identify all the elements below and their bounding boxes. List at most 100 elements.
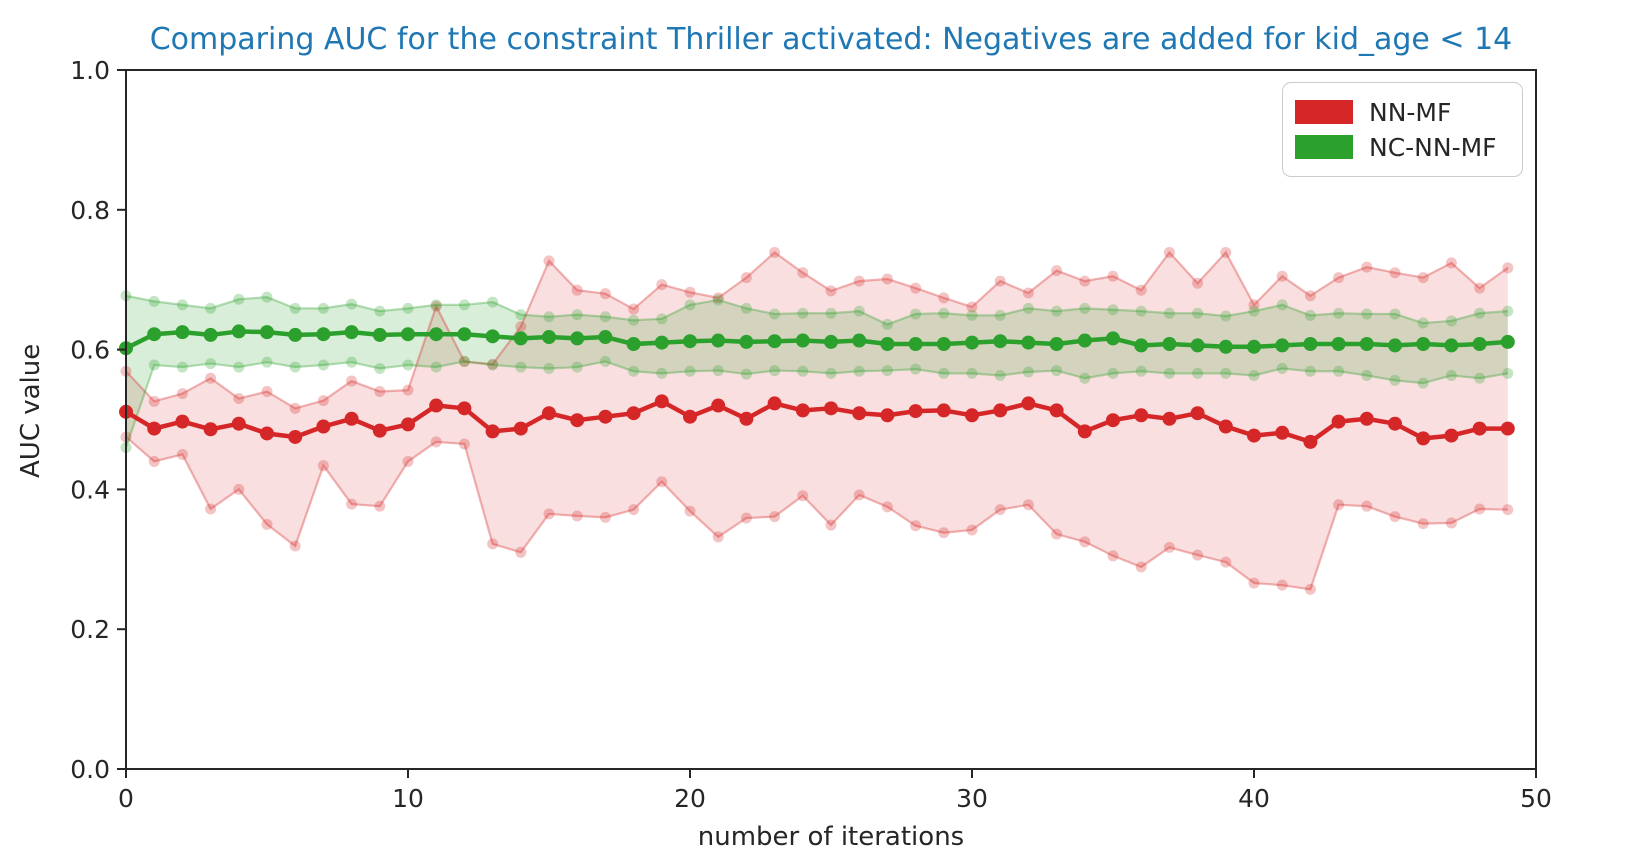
nc-nn-mf-lower-envelope-marker xyxy=(176,361,188,373)
nn-mf-mean-marker xyxy=(880,408,895,423)
nn-mf-mean-marker xyxy=(1021,396,1036,411)
nn-mf-lower-envelope-marker xyxy=(938,527,950,539)
nn-mf-upper-envelope-marker xyxy=(599,288,611,300)
nc-nn-mf-upper-envelope-marker xyxy=(1135,305,1147,317)
nc-nn-mf-upper-envelope-marker xyxy=(1079,302,1091,314)
nc-nn-mf-upper-envelope-marker xyxy=(1276,299,1288,311)
nn-mf-mean-marker xyxy=(1416,431,1431,446)
nn-mf-mean-marker xyxy=(711,398,726,413)
nn-mf-lower-envelope-marker xyxy=(515,546,527,558)
nc-nn-mf-lower-envelope-marker xyxy=(1445,369,1457,381)
nn-mf-upper-envelope-marker xyxy=(1417,272,1429,284)
nc-nn-mf-mean-marker xyxy=(372,327,387,342)
nn-mf-upper-envelope-marker xyxy=(1022,287,1034,299)
nc-nn-mf-lower-envelope-marker xyxy=(1248,369,1260,381)
nn-mf-mean-marker xyxy=(429,398,444,413)
nc-nn-mf-upper-envelope-marker xyxy=(910,308,922,320)
nn-mf-lower-envelope-marker xyxy=(402,455,414,467)
nc-nn-mf-mean-marker xyxy=(1444,338,1459,353)
nn-mf-upper-envelope-marker xyxy=(1051,265,1063,277)
nn-mf-lower-envelope-marker xyxy=(966,524,978,536)
nc-nn-mf-upper-envelope-line xyxy=(125,294,1508,326)
nn-mf-upper-envelope-marker xyxy=(966,301,978,313)
nc-nn-mf-lower-envelope-marker xyxy=(289,361,301,373)
y-tick-label: 1.0 xyxy=(70,56,110,85)
nn-mf-upper-envelope-marker xyxy=(1502,262,1514,274)
nn-mf-mean-marker xyxy=(1247,428,1261,443)
nn-mf-lower-envelope-marker xyxy=(1079,536,1091,548)
nn-mf-upper-envelope-marker xyxy=(1248,299,1260,311)
nc-nn-mf-lower-envelope-marker xyxy=(571,361,583,373)
nc-nn-mf-mean-marker xyxy=(1247,339,1261,354)
nn-mf-mean-marker xyxy=(147,421,162,436)
nn-mf-lower-envelope-marker xyxy=(233,483,245,495)
nn-mf-mean-marker xyxy=(654,394,669,409)
nn-mf-upper-envelope-marker xyxy=(656,279,668,291)
nn-mf-upper-envelope-marker xyxy=(317,395,329,407)
nc-nn-mf-upper-envelope-marker xyxy=(656,313,668,325)
nn-mf-upper-envelope-marker xyxy=(769,246,781,258)
nc-nn-mf-upper-envelope-marker xyxy=(1163,307,1175,319)
nn-mf-upper-envelope-marker xyxy=(1135,284,1147,296)
nc-nn-mf-lower-envelope-marker xyxy=(797,365,809,377)
nn-mf-upper-envelope-marker xyxy=(374,386,386,398)
nc-nn-mf-mean-marker xyxy=(1077,333,1092,348)
nn-mf-upper-envelope-marker xyxy=(1333,272,1345,284)
nc-nn-mf-upper-envelope-marker xyxy=(430,299,442,311)
nc-nn-mf-lower-envelope-marker xyxy=(1304,365,1316,377)
nc-nn-mf-upper-envelope-marker xyxy=(289,302,301,314)
nn-mf-mean-marker xyxy=(965,408,979,423)
nn-mf-mean-marker xyxy=(795,403,810,418)
nc-nn-mf-lower-envelope-marker xyxy=(430,361,442,373)
nn-mf-mean-marker xyxy=(1275,425,1290,440)
nc-nn-mf-mean-marker xyxy=(429,327,444,342)
nc-nn-mf-upper-envelope-marker xyxy=(176,299,188,311)
nc-nn-mf-upper-envelope-marker xyxy=(1220,310,1232,322)
nc-nn-mf-mean-marker xyxy=(344,325,359,340)
nc-nn-mf-mean-marker xyxy=(993,334,1008,349)
nn-mf-mean-marker xyxy=(993,403,1008,418)
nn-mf-upper-envelope-marker xyxy=(458,355,470,367)
nc-nn-mf-lower-envelope-marker xyxy=(938,367,950,379)
nc-nn-mf-mean-marker xyxy=(570,331,585,346)
nc-nn-mf-upper-envelope-marker xyxy=(571,309,583,321)
nn-mf-mean-marker xyxy=(1049,403,1064,418)
nn-mf-upper-envelope-marker xyxy=(853,275,865,287)
nn-mf-mean-marker xyxy=(316,419,331,434)
nc-nn-mf-lower-envelope-marker xyxy=(1220,367,1232,379)
nn-mf-lower-envelope-marker xyxy=(1248,577,1260,589)
nn-mf-upper-envelope-marker xyxy=(1389,267,1401,279)
nc-nn-mf-mean-marker xyxy=(1275,338,1290,353)
nc-nn-mf-upper-envelope-marker xyxy=(994,309,1006,321)
nc-nn-mf-upper-envelope-marker xyxy=(797,307,809,319)
nn-mf-upper-envelope-marker xyxy=(289,402,301,414)
nc-nn-mf-upper-envelope-marker xyxy=(543,311,555,323)
nn-mf-mean-marker xyxy=(1359,411,1374,426)
nn-mf-mean-marker xyxy=(542,406,556,421)
nc-nn-mf-mean-marker xyxy=(1218,339,1233,354)
nn-mf-mean-marker xyxy=(372,423,387,438)
nn-mf-mean-marker xyxy=(344,411,359,426)
nc-nn-mf-upper-envelope-marker xyxy=(1304,309,1316,321)
nc-nn-mf-lower-envelope-marker xyxy=(825,367,837,379)
nn-mf-color-swatch xyxy=(1295,100,1353,124)
nc-nn-mf-lower-envelope-marker xyxy=(1107,367,1119,379)
nc-nn-mf-upper-envelope-marker xyxy=(684,299,696,311)
nc-nn-mf-lower-envelope-marker xyxy=(712,365,724,377)
nc-nn-mf-color-swatch xyxy=(1295,135,1353,159)
nn-mf-upper-envelope-marker xyxy=(712,292,724,304)
nc-nn-mf-mean-marker xyxy=(316,327,331,342)
nn-mf-mean-marker xyxy=(570,413,585,428)
nn-mf-confidence-band xyxy=(126,252,1508,590)
nc-nn-mf-mean-marker xyxy=(908,337,923,352)
nc-nn-mf-mean-marker xyxy=(1472,337,1487,352)
nn-mf-lower-envelope-marker xyxy=(684,505,696,517)
nc-nn-mf-upper-envelope-marker xyxy=(317,302,329,314)
nc-nn-mf-upper-envelope-marker xyxy=(599,311,611,323)
nc-nn-mf-lower-envelope-marker xyxy=(487,359,499,371)
nc-nn-mf-upper-envelope-marker xyxy=(628,314,640,326)
nn-mf-upper-envelope-marker xyxy=(938,292,950,304)
nc-nn-mf-lower-envelope-marker xyxy=(515,361,527,373)
nn-mf-mean-marker xyxy=(513,421,528,436)
legend-label-nc-nn-mf: NC-NN-MF xyxy=(1369,132,1497,162)
